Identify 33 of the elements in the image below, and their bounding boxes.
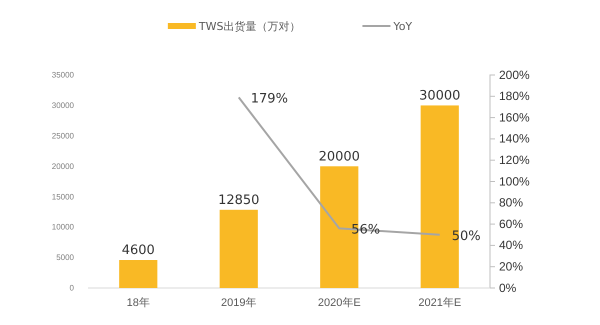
y2-tick-label: 120% xyxy=(499,153,530,168)
y-tick-label: 20000 xyxy=(52,162,75,171)
data-label: 20000 xyxy=(318,149,360,164)
y-tick-label: 35000 xyxy=(52,70,75,80)
bar xyxy=(119,260,158,288)
y-tick-label: 30000 xyxy=(52,100,75,110)
y-tick-label: 15000 xyxy=(52,192,75,202)
y2-tick-label: 60% xyxy=(499,216,524,231)
y-tick-label: 5000 xyxy=(56,253,75,262)
legend-label: TWS出货量（万对） xyxy=(198,20,300,33)
y2-tick-label: 140% xyxy=(499,132,530,146)
y2-tick-label: 200% xyxy=(499,68,530,82)
x-tick-label: 2021年E xyxy=(418,296,462,309)
y2-tick-label: 80% xyxy=(499,196,524,210)
data-label: 30000 xyxy=(419,88,460,104)
y2-tick-label: 0% xyxy=(499,280,517,295)
data-label: 4600 xyxy=(122,243,155,258)
data-label: 179% xyxy=(250,91,288,106)
data-label: 12850 xyxy=(218,192,260,208)
y2-tick-label: 100% xyxy=(499,174,530,188)
y2-tick-label: 180% xyxy=(499,89,530,104)
y-tick-label: 25000 xyxy=(52,131,75,140)
data-label: 56% xyxy=(351,222,380,238)
y2-tick-label: 160% xyxy=(499,110,530,124)
x-tick-label: 2020年E xyxy=(318,296,361,309)
legend-label: YoY xyxy=(392,20,412,33)
y-tick-label: 0 xyxy=(70,284,75,293)
bar xyxy=(220,210,258,288)
x-tick-label: 18年 xyxy=(126,296,150,309)
y2-tick-label: 40% xyxy=(499,238,524,252)
x-tick-label: 2019年 xyxy=(221,296,256,309)
y2-tick-label: 20% xyxy=(499,260,524,274)
y-tick-label: 10000 xyxy=(52,222,75,232)
